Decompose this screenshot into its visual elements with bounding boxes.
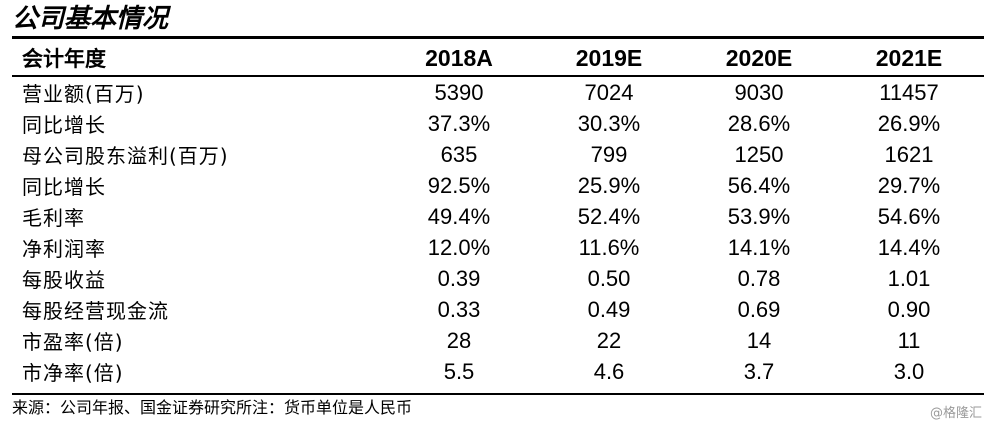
table-cell: 0.50: [587, 265, 631, 291]
table-cell: 37.3%: [427, 110, 491, 136]
table-body: 营业额(百万) 5390 7024 9030 11457 同比增长 37.3% 30.3% 28…: [12, 76, 984, 387]
bottom-rule: [12, 393, 984, 395]
table-cell: 14.4%: [877, 234, 941, 260]
table-cell: 92.5%: [427, 172, 491, 198]
table-cell: 12.0%: [427, 234, 491, 260]
table-cell: 30.3%: [577, 110, 641, 136]
table-cell: 49.4%: [427, 203, 491, 229]
row-label: 净利润率: [22, 237, 106, 261]
table-cell: 11.6%: [578, 234, 640, 260]
row-label: 市净率(倍): [22, 361, 124, 385]
table-cell: 52.4%: [577, 203, 641, 229]
table-cell: 0.69: [737, 296, 781, 322]
table-cell: 4.6: [593, 358, 625, 384]
table-row: 市盈率(倍) 28 22 14 11: [12, 325, 984, 356]
table-header-row: 会计年度 2018A 2019E 2020E 2021E: [12, 41, 984, 77]
table-cell: 5.5: [443, 358, 475, 384]
row-label: 市盈率(倍): [22, 330, 124, 354]
table-row: 同比增长 37.3% 30.3% 28.6% 26.9%: [12, 108, 984, 139]
table-cell: 56.4%: [727, 172, 791, 198]
table-cell: 0.78: [737, 265, 781, 291]
row-label: 同比增长: [22, 113, 106, 137]
table-row: 净利润率 12.0% 11.6% 14.1% 14.4%: [12, 232, 984, 263]
table-cell: 799: [590, 141, 628, 167]
table-cell: 14.1%: [727, 234, 791, 260]
table-cell: 28.6%: [727, 110, 791, 136]
section-title: 公司基本情况: [12, 4, 169, 34]
row-label: 每股经营现金流: [22, 299, 169, 323]
table-cell: 11: [897, 327, 921, 353]
table-cell: 11457: [879, 79, 939, 105]
table-cell: 1.01: [887, 265, 931, 291]
table-cell: 0.90: [887, 296, 931, 322]
table-row: 营业额(百万) 5390 7024 9030 11457: [12, 76, 984, 108]
table-row: 同比增长 92.5% 25.9% 56.4% 29.7%: [12, 170, 984, 201]
row-label: 营业额(百万): [22, 82, 145, 106]
table-cell: 29.7%: [877, 172, 941, 198]
table-cell: 3.7: [743, 358, 775, 384]
header-year: 2020E: [684, 41, 834, 77]
watermark: @格隆汇: [929, 406, 982, 421]
table-cell: 9030: [734, 79, 784, 105]
table-cell: 5390: [434, 79, 484, 105]
table-row: 毛利率 49.4% 52.4% 53.9% 54.6%: [12, 201, 984, 232]
header-year: 2019E: [534, 41, 684, 77]
table-row: 每股收益 0.39 0.50 0.78 1.01: [12, 263, 984, 294]
row-label: 同比增长: [22, 175, 106, 199]
table-cell: 25.9%: [577, 172, 641, 198]
table-cell: 635: [440, 141, 478, 167]
header-label: 会计年度: [12, 41, 384, 77]
row-label: 毛利率: [22, 206, 85, 230]
table-cell: 0.33: [437, 296, 481, 322]
table-cell: 53.9%: [727, 203, 791, 229]
table-cell: 1621: [884, 141, 934, 167]
row-label: 母公司股东溢利(百万): [22, 144, 229, 168]
financial-summary-table: 会计年度 2018A 2019E 2020E 2021E 营业额(百万) 5390…: [12, 41, 984, 387]
source-footnote: 来源：公司年报、国金证券研究所注：货币单位是人民币: [12, 398, 413, 417]
header-year: 2018A: [384, 41, 534, 77]
header-year: 2021E: [834, 41, 984, 77]
table-row: 母公司股东溢利(百万) 635 799 1250 1621: [12, 139, 984, 170]
table-cell: 7024: [584, 79, 634, 105]
table-cell: 26.9%: [877, 110, 941, 136]
table-cell: 0.39: [437, 265, 481, 291]
table-cell: 28: [446, 327, 472, 353]
table-cell: 14: [746, 327, 772, 353]
table-cell: 0.49: [587, 296, 631, 322]
table-row: 市净率(倍) 5.5 4.6 3.7 3.0: [12, 356, 984, 387]
table-cell: 3.0: [893, 358, 925, 384]
financial-table: 会计年度 2018A 2019E 2020E 2021E 营业额(百万) 5390…: [12, 41, 984, 387]
table-cell: 22: [596, 327, 622, 353]
top-rule: [12, 36, 984, 39]
table-row: 每股经营现金流 0.33 0.49 0.69 0.90: [12, 294, 984, 325]
table-cell: 54.6%: [877, 203, 941, 229]
row-label: 每股收益: [22, 268, 106, 292]
table-cell: 1250: [734, 141, 784, 167]
